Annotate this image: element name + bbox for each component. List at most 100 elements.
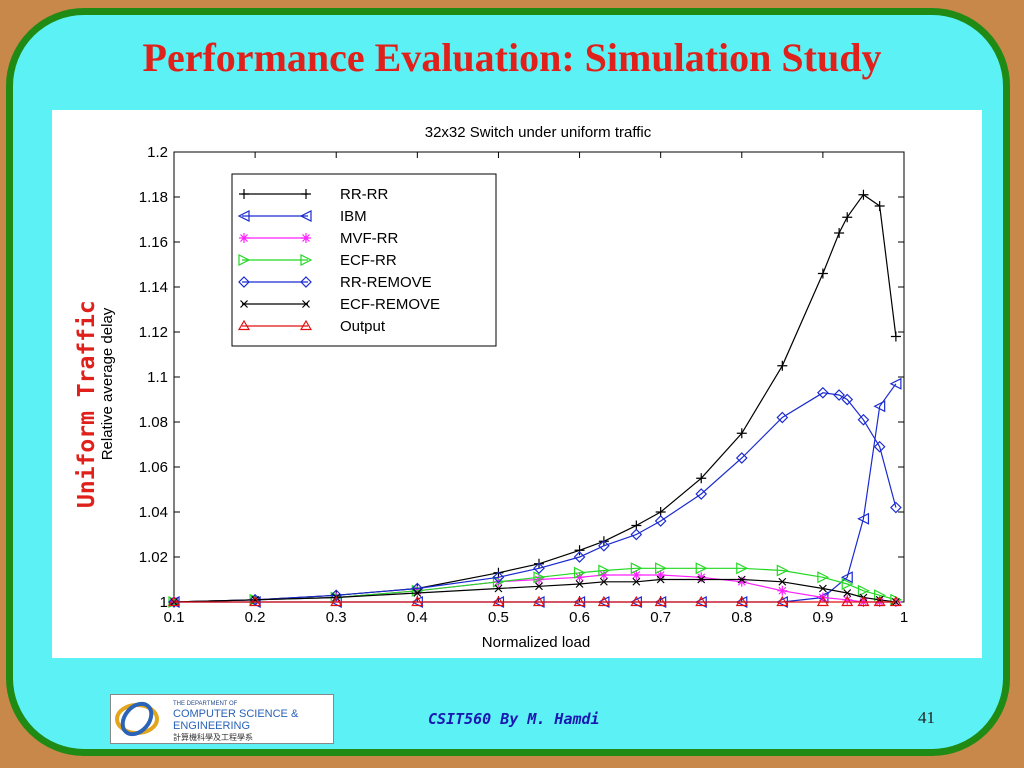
series-ecf-remove [170,575,900,606]
data-point [535,582,543,591]
data-point [492,571,505,584]
x-tick-label: 0.9 [812,609,833,626]
data-point [330,595,343,607]
data-point [574,545,585,556]
data-point [857,512,870,525]
legend-entry: Output [340,318,386,335]
legend-marker [299,210,312,222]
data-point [857,584,870,597]
department-logo: THE DEPARTMENT OF COMPUTER SCIENCE & ENG… [110,694,334,744]
data-point [413,589,422,597]
y-tick-label: 1.08 [139,414,168,431]
data-point [533,562,545,575]
data-point [597,595,610,607]
data-point [656,575,665,584]
x-tick-label: 0.1 [164,609,185,626]
legend-marker [238,254,251,266]
data-point [492,575,505,588]
data-point [889,377,902,390]
data-point [167,595,181,607]
data-point [874,201,885,211]
chart-title: 32x32 Switch under uniform traffic [425,124,652,141]
x-axis-label: Normalized load [482,634,590,651]
legend-marker [301,233,311,243]
y-tick-label: 1.2 [147,144,168,161]
data-point [697,575,706,584]
data-point [841,578,854,590]
data-point [777,360,788,371]
data-point [843,589,852,597]
data-point [817,571,830,584]
data-point [330,589,343,602]
data-point [573,595,586,607]
y-tick-label: 1.1 [147,369,168,386]
data-point [736,562,749,575]
line-chart: 0.1 0.2 0.3 0.4 0.5 0.6 0.7 0.8 0.9 1 1 1.02 1.04 1.0… [99,124,908,651]
data-point [736,576,747,587]
legend-entry: ECF-RR [340,252,397,269]
data-point [411,595,424,607]
data-point [841,393,854,406]
page-number: 41 [918,708,935,727]
data-point [840,571,853,584]
data-point [817,386,829,399]
y-tick-label: 1.04 [139,504,168,521]
data-point [817,268,828,279]
chart-legend: RR-RR IBM MVF-RR ECF-RR RR-REMOVE ECF-REMOVE O… [231,173,497,347]
y-tick-label: 1 [160,594,168,611]
data-point [494,584,503,593]
x-tick-label: 0.3 [326,609,347,626]
data-point [598,564,611,577]
legend-entry: RR-RR [340,186,388,203]
data-point [841,595,854,607]
legend-marker [237,210,250,222]
legend-marker [238,276,250,288]
data-point [574,572,585,583]
data-point [776,564,789,577]
data-point [598,539,610,552]
data-point [631,570,642,580]
data-point [858,189,869,200]
data-point [857,413,870,426]
data-point [873,400,886,413]
legend-marker [239,233,249,243]
data-point [735,595,748,607]
data-point [873,595,886,607]
series-rr-remove [168,386,902,608]
data-point [890,501,902,514]
y-axis-label: Relative average delay [99,307,116,460]
legend-marker [237,319,251,331]
logo-line4: 計算機科學及工程學系 [173,732,253,742]
data-point [168,596,180,608]
data-point [696,473,707,484]
y-tick-label: 1.12 [139,324,168,341]
data-point [834,228,845,238]
data-point [890,331,901,342]
y-tick-label: 1.14 [139,279,168,296]
legend-marker [300,276,312,288]
legend-marker [302,300,310,308]
data-point [654,515,667,527]
data-point [599,577,608,586]
legend-marker [240,300,248,308]
data-point [630,595,643,607]
y-tick-label: 1.16 [139,234,168,251]
x-tick-label: 0.5 [488,609,509,626]
legend-marker [300,254,313,266]
series-line [173,578,896,603]
legend-marker [301,189,311,199]
y-tick-label: 1.02 [139,549,168,566]
data-point [776,411,789,424]
data-point [573,551,586,563]
data-point [735,452,748,464]
data-point [696,572,707,583]
data-point [249,593,261,606]
x-tick-label: 1 [900,609,908,626]
data-point [695,595,708,607]
x-tick-label: 0.7 [650,609,671,626]
legend-entry: IBM [340,208,367,225]
legend-marker [239,189,249,199]
x-tick-label: 0.6 [569,609,590,626]
data-point [777,585,788,596]
y-tick-label: 1.18 [139,189,168,206]
